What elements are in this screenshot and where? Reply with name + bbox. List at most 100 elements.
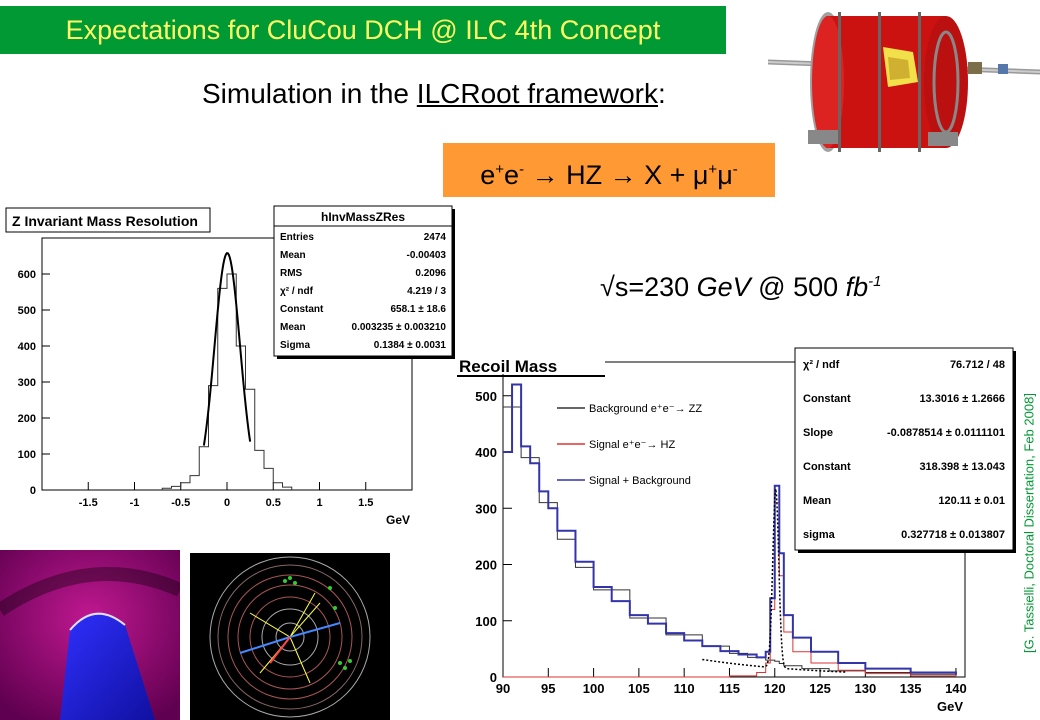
- y-tick-label: 400: [18, 341, 36, 353]
- simulation-view-image: [0, 550, 180, 720]
- y-tick-label: 100: [475, 614, 497, 629]
- histogram-bars: [161, 273, 293, 490]
- stats-value: 0.003235 ± 0.003210: [352, 322, 447, 333]
- slide-title: Expectations for CluCou DCH @ ILC 4th Co…: [65, 15, 661, 45]
- stats-label: χ² / ndf: [280, 286, 314, 297]
- energy-luminosity: √s=230 GeV @ 500 fb-1: [600, 266, 910, 303]
- stats-label: Mean: [280, 322, 306, 333]
- stats-label: RMS: [280, 268, 303, 279]
- x-tick-label: -1: [130, 497, 140, 509]
- legend-label: Signal + Background: [589, 475, 691, 487]
- x-tick-label: 115: [719, 681, 740, 696]
- ilcroot-link[interactable]: ILCRoot framework: [416, 78, 658, 109]
- x-tick-label: 120: [764, 681, 786, 696]
- x-tick-label: 125: [809, 681, 831, 696]
- y-tick-label: 100: [18, 449, 36, 461]
- x-tick-label: -1.5: [79, 497, 98, 509]
- stats-value: 2474: [424, 232, 447, 243]
- stats-value: 0.1384 ± 0.0031: [374, 340, 447, 351]
- subtitle: Simulation in the ILCRoot framework:: [202, 78, 666, 110]
- y-tick-label: 400: [475, 445, 497, 460]
- stats-value: 4.219 / 3: [407, 286, 446, 297]
- reaction-sup: +: [708, 161, 718, 178]
- fit-stats-value: 120.11 ± 0.01: [938, 495, 1005, 507]
- stats-label: Sigma: [280, 340, 310, 351]
- fit-stats-label: sigma: [803, 529, 836, 541]
- fit-stats-label: Constant: [803, 461, 851, 473]
- citation-text: [G. Tassielli, Doctoral Dissertation, Fe…: [1021, 392, 1037, 653]
- y-tick-label: 200: [18, 413, 36, 425]
- fit-stats-value: 318.398 ± 13.043: [919, 461, 1005, 473]
- gauss-fit-curve: [202, 252, 252, 446]
- energy-at: @ 500: [750, 272, 846, 302]
- fit-stats-value: 13.3016 ± 1.2666: [919, 393, 1005, 405]
- x-axis-label: GeV: [937, 699, 963, 714]
- x-tick-label: -0.5: [171, 497, 190, 509]
- y-tick-label: 500: [18, 305, 36, 317]
- fit-curve: [702, 488, 848, 673]
- fit-stats-value: -0.0878514 ± 0.0111101: [887, 427, 1005, 439]
- x-tick-label: 0.5: [266, 497, 281, 509]
- reaction-part: μ: [717, 160, 733, 190]
- stats-value: 0.2096: [415, 268, 446, 279]
- x-tick-label: 0: [224, 497, 230, 509]
- x-tick-label: 130: [855, 681, 877, 696]
- x-tick-label: 100: [583, 681, 605, 696]
- stats-name: hInvMassZRes: [321, 210, 405, 224]
- x-axis-label: GeV: [386, 513, 410, 527]
- reaction-sup: +: [495, 161, 505, 178]
- recoil-mass-chart: Recoil Mass 0 100 200 300 400 500 90 95 100 105 110…: [457, 347, 1016, 714]
- x-tick-label: 90: [496, 681, 510, 696]
- stats-value: -0.00403: [407, 250, 447, 261]
- x-tick-label: 95: [541, 681, 555, 696]
- y-tick-label: 0: [490, 670, 497, 685]
- y-tick-label: 300: [475, 501, 497, 516]
- y-tick-label: 0: [30, 485, 36, 497]
- fit-stats-box: [794, 347, 1014, 551]
- fit-stats-label: Slope: [803, 427, 833, 439]
- chart-title-box: [5, 207, 211, 233]
- y-tick-label: 200: [475, 558, 497, 573]
- y-tick-label: 300: [18, 377, 36, 389]
- x-tick-label: 1.5: [358, 497, 373, 509]
- x-tick-label: 110: [674, 681, 695, 696]
- fit-stats-label: Constant: [803, 393, 851, 405]
- energy-unit: GeV: [696, 272, 751, 302]
- x-tick-label: 140: [945, 681, 967, 696]
- chart-title: Z Invariant Mass Resolution: [12, 213, 198, 229]
- stats-label: Mean: [280, 250, 306, 261]
- stats-value: 658.1 ± 18.6: [390, 304, 446, 315]
- subtitle-suffix: :: [657, 78, 666, 109]
- fit-stats-value: 76.712 / 48: [950, 359, 1005, 371]
- reaction-sup: -: [732, 161, 738, 178]
- detector-3d-image: [768, 12, 1040, 152]
- fit-stats-value: 0.327718 ± 0.013807: [901, 529, 1005, 541]
- title-banner: Expectations for CluCou DCH @ ILC 4th Co…: [0, 6, 726, 54]
- lumi-unit: fb: [845, 272, 869, 302]
- reaction-sup: -: [519, 161, 525, 178]
- stats-label: Entries: [280, 232, 314, 243]
- series-line: [503, 383, 957, 675]
- stats-box: [273, 205, 453, 357]
- x-tick-label: 1: [316, 497, 322, 509]
- reaction-part: → HZ → X + μ: [524, 160, 709, 190]
- reaction-box: e+e- → HZ → X + μ+μ-: [443, 143, 775, 197]
- z-mass-resolution-chart: Z Invariant Mass Resolution 0 100 200 300 400…: [5, 205, 455, 527]
- legend-label: Background e⁺e⁻→ ZZ: [589, 403, 702, 415]
- x-tick-label: 105: [628, 681, 650, 696]
- event-display-image: [190, 553, 390, 720]
- reaction-part: e: [504, 160, 520, 190]
- chart-title: Recoil Mass: [459, 357, 557, 376]
- y-tick-label: 500: [475, 389, 497, 404]
- legend-label: Signal e⁺e⁻→ HZ: [589, 439, 675, 451]
- energy-main: √s=230: [600, 272, 697, 302]
- fit-stats-label: χ² / ndf: [803, 359, 840, 371]
- reaction-part: e: [480, 160, 496, 190]
- fit-stats-label: Mean: [803, 495, 831, 507]
- y-tick-label: 600: [18, 269, 36, 281]
- subtitle-prefix: Simulation in the: [202, 78, 417, 109]
- stats-label: Constant: [280, 304, 324, 315]
- chart-title-bg: [457, 350, 605, 374]
- x-tick-label: 135: [900, 681, 922, 696]
- lumi-exponent: -1: [868, 273, 882, 290]
